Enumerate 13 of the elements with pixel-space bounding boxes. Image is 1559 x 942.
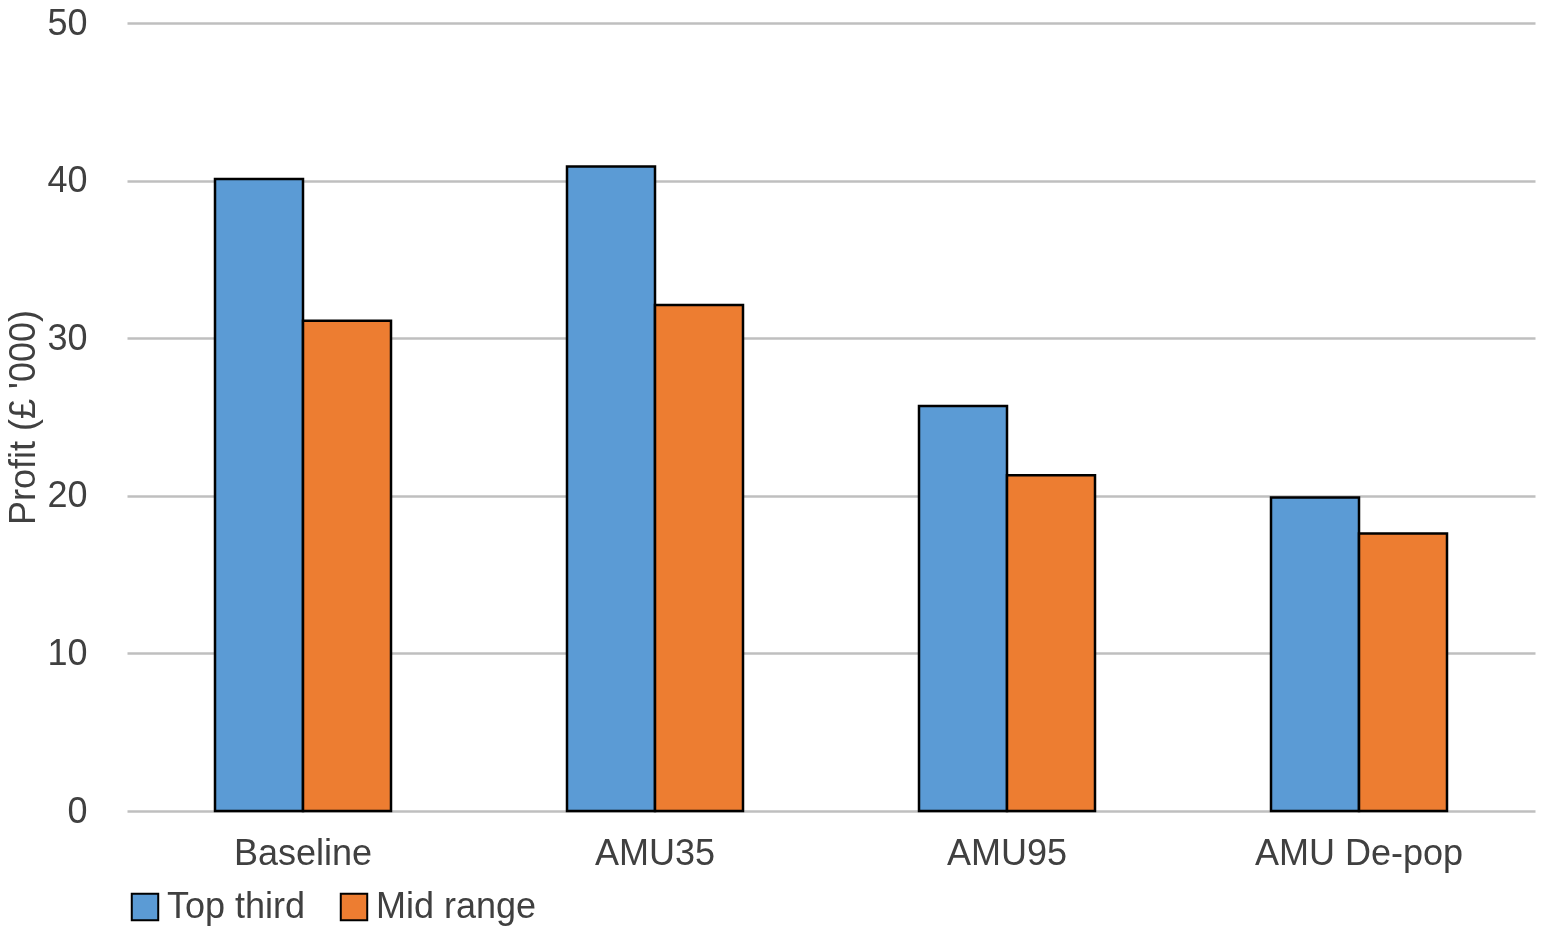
x-tick-label: Baseline [233, 831, 373, 873]
y-axis-title: Profit (£ '000) [2, 310, 44, 525]
x-tick-label: AMU De-pop [1254, 831, 1464, 873]
legend-label: Top third [167, 885, 306, 926]
y-tick-label: 0 [67, 789, 88, 831]
x-tick-label: AMU95 [946, 831, 1068, 873]
x-tick-label: AMU35 [594, 831, 716, 873]
legend-label: Mid range [376, 885, 537, 926]
y-tick-label: 50 [47, 1, 88, 43]
y-tick-label: 10 [47, 631, 88, 673]
y-tick-label: 30 [47, 316, 88, 358]
y-tick-label: 20 [47, 474, 88, 516]
y-tick-label: 40 [47, 159, 88, 201]
